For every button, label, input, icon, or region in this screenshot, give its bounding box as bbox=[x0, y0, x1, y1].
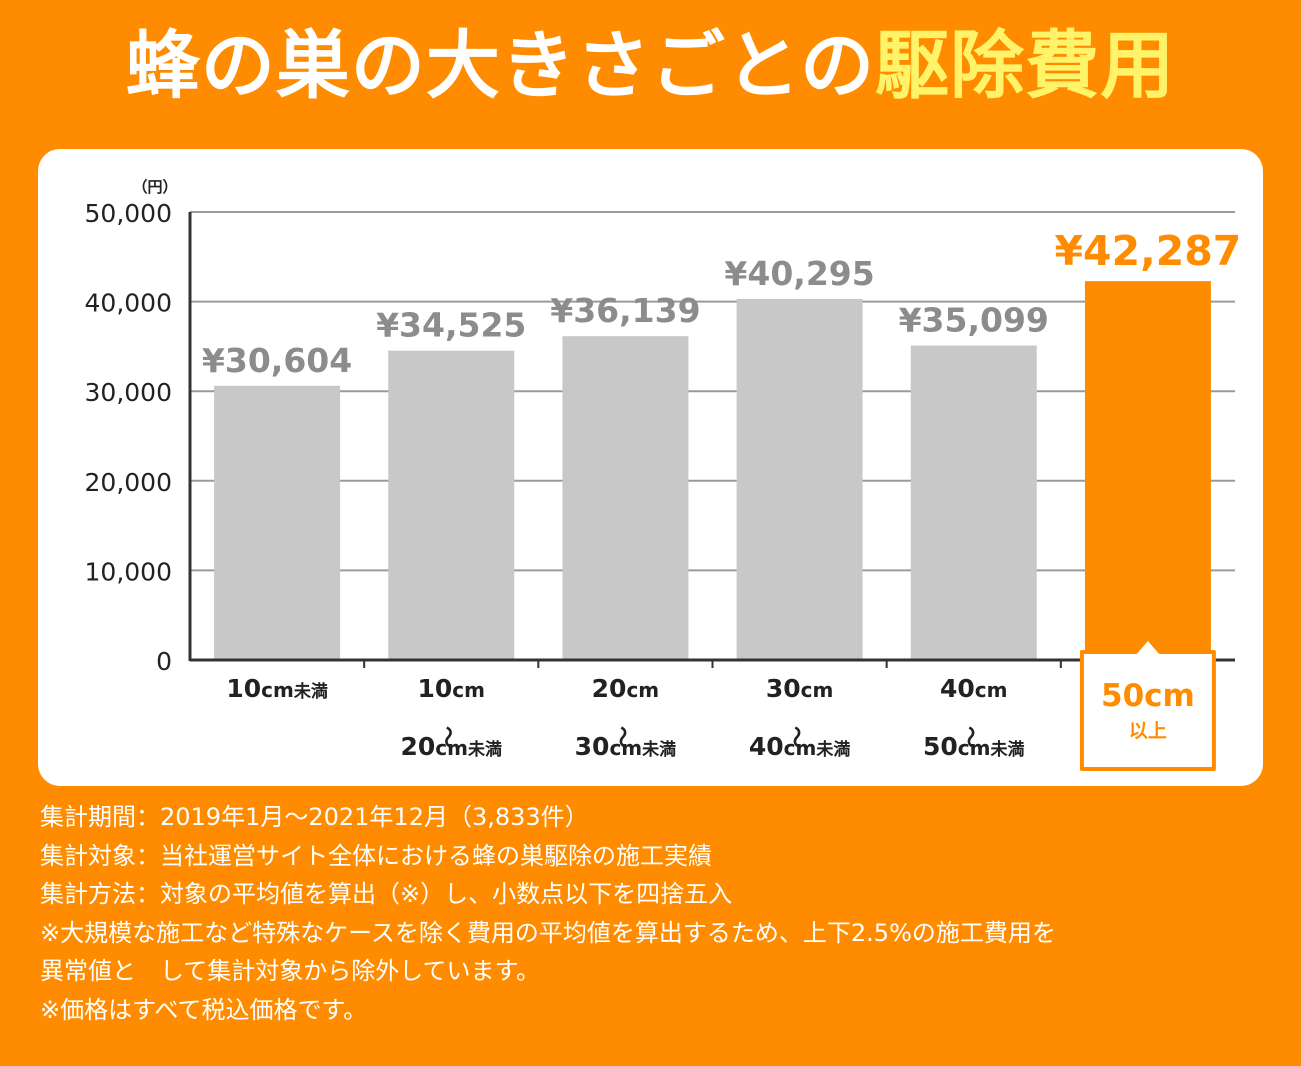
y-tick-label: 0 bbox=[156, 647, 172, 676]
bar bbox=[562, 336, 689, 660]
x-tick-label: 40cm bbox=[940, 674, 1008, 703]
bar bbox=[388, 350, 515, 660]
title-highlight: 駆除費用 bbox=[875, 23, 1176, 109]
y-tick-label: 30,000 bbox=[85, 378, 172, 407]
x-tick-label: 30cm bbox=[766, 674, 834, 703]
y-tick-label: 20,000 bbox=[85, 468, 172, 497]
x-tick-label: 50cm未満 bbox=[923, 732, 1025, 761]
note-target: 集計対象：当社運営サイト全体における蜂の巣駆除の施工実績 bbox=[40, 841, 712, 870]
x-tick-label: 〜 bbox=[434, 726, 459, 748]
bar-chart: 0 10,000 20,000 30,000 40,000 50,000 （円） ¥30,60… bbox=[85, 178, 1242, 771]
title-main: 蜂の巣の大きさごとの bbox=[125, 23, 876, 109]
note-period: 集計期間：2019年1月〜2021年12月（3,833件） bbox=[40, 803, 589, 831]
page-title: 蜂の巣の大きさごとの駆除費用 bbox=[0, 22, 1301, 111]
x-tick-label: 10cm bbox=[418, 674, 486, 703]
data-label: ¥30,604 bbox=[202, 341, 352, 380]
data-label: ¥42,287 bbox=[1055, 227, 1242, 275]
y-unit-label: （円） bbox=[132, 178, 177, 196]
highlight-callout bbox=[1079, 636, 1216, 771]
x-tick-label: 30cm未満 bbox=[575, 732, 677, 761]
bar bbox=[214, 385, 341, 660]
bar bbox=[910, 345, 1037, 660]
note-exclusion-cont: 異常値と して集計対象から除外しています。 bbox=[40, 957, 541, 985]
x-tick-label: 以上 bbox=[1129, 720, 1167, 742]
x-tick-label: 〜 bbox=[783, 726, 808, 748]
chart-card: 0 10,000 20,000 30,000 40,000 50,000 （円） ¥30,60… bbox=[38, 149, 1263, 786]
x-tick-label: 〜 bbox=[957, 726, 982, 748]
x-tick-label: 20cm未満 bbox=[401, 732, 503, 761]
x-tick-label: 〜 bbox=[608, 726, 633, 748]
y-tick-label: 10,000 bbox=[85, 557, 172, 586]
x-tick-label: 40cm未満 bbox=[749, 732, 851, 761]
notes: 集計期間：2019年1月〜2021年12月（3,833件） 集計対象：当社運営サ… bbox=[40, 798, 1290, 1029]
bar bbox=[736, 298, 863, 660]
data-label: ¥40,295 bbox=[724, 254, 874, 293]
x-tick-label: 20cm bbox=[592, 674, 660, 703]
data-label: ¥35,099 bbox=[899, 301, 1049, 340]
y-tick-label: 40,000 bbox=[85, 289, 172, 318]
x-tick-label: 10cm未満 bbox=[226, 674, 327, 703]
x-tick-label: 50cm bbox=[1101, 678, 1195, 714]
y-tick-label: 50,000 bbox=[85, 199, 172, 228]
data-label: ¥34,525 bbox=[376, 306, 526, 345]
note-method: 集計方法：対象の平均値を算出（※）し、小数点以下を四捨五入 bbox=[40, 880, 733, 908]
note-exclusion: ※大規模な施工など特殊なケースを除く費用の平均値を算出するため、上下2.5%の施… bbox=[40, 918, 1056, 947]
note-tax: ※価格はすべて税込価格です。 bbox=[40, 995, 368, 1024]
bar bbox=[1084, 281, 1211, 660]
data-label: ¥36,139 bbox=[550, 291, 700, 330]
